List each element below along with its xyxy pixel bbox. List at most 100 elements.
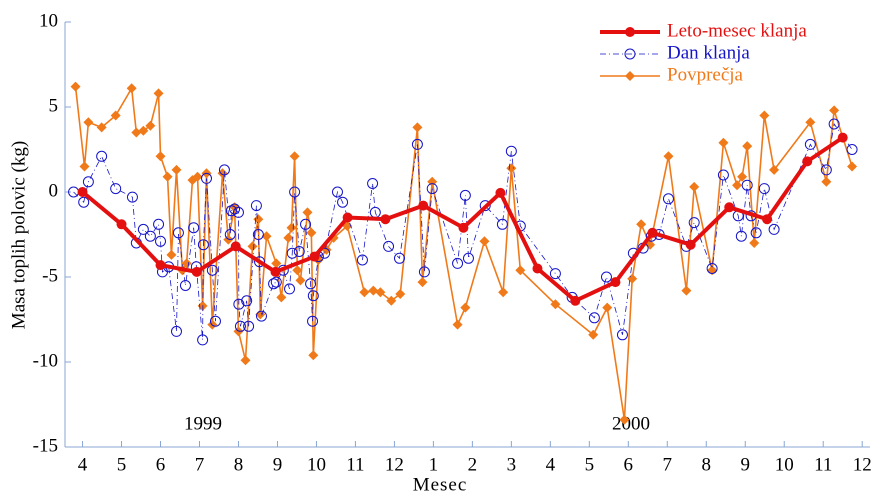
point	[308, 350, 319, 361]
point	[356, 254, 368, 266]
point	[253, 214, 264, 225]
point	[588, 329, 599, 340]
point	[255, 310, 267, 322]
x-tick-label: 6	[156, 454, 166, 475]
point	[331, 186, 343, 198]
point	[153, 88, 164, 99]
point	[662, 193, 674, 205]
point	[155, 151, 166, 162]
point	[619, 414, 630, 425]
point	[627, 273, 638, 284]
point	[247, 241, 258, 252]
point	[172, 227, 184, 239]
point	[750, 227, 762, 239]
x-tick-label: 10	[307, 454, 326, 475]
point	[837, 132, 848, 143]
point	[270, 276, 282, 288]
point	[737, 171, 748, 182]
point	[77, 187, 88, 197]
point	[459, 189, 471, 201]
point	[804, 138, 816, 150]
point	[270, 266, 281, 277]
y-tick-label: -15	[33, 435, 58, 456]
point	[230, 241, 241, 252]
point	[496, 218, 508, 230]
point	[805, 117, 816, 128]
point	[137, 223, 149, 235]
point	[284, 283, 296, 295]
point	[144, 230, 156, 242]
point	[735, 230, 747, 242]
point	[383, 240, 395, 252]
point	[718, 137, 729, 148]
point	[305, 278, 317, 290]
point	[79, 161, 90, 172]
point	[479, 236, 490, 247]
point	[300, 218, 312, 230]
point	[802, 156, 813, 167]
point	[261, 231, 272, 242]
point	[495, 187, 506, 198]
point	[209, 315, 221, 327]
point	[232, 206, 244, 218]
point	[717, 169, 729, 181]
x-tick-label: 11	[346, 454, 364, 475]
point	[153, 218, 165, 230]
point	[505, 145, 517, 157]
point	[171, 164, 182, 175]
point	[828, 118, 840, 130]
point	[600, 271, 612, 283]
point	[821, 176, 832, 187]
point	[689, 181, 700, 192]
legend-label: Dan klanja	[667, 42, 750, 63]
point	[170, 325, 182, 337]
x-tick-label: 7	[663, 454, 673, 475]
legend-marker	[625, 27, 635, 37]
point	[243, 320, 255, 332]
point	[742, 141, 753, 152]
point	[131, 127, 142, 138]
point	[368, 285, 379, 296]
point	[293, 246, 305, 257]
x-tick-label: 5	[117, 454, 127, 475]
point	[283, 232, 294, 243]
point	[829, 105, 840, 116]
year-label: 2000	[612, 413, 650, 434]
point	[302, 207, 313, 218]
x-axis-label: Mesec	[413, 474, 468, 495]
point	[295, 275, 306, 286]
x-tick-label: 5	[585, 454, 595, 475]
point	[515, 265, 526, 276]
point	[188, 222, 200, 234]
x-tick-label: 4	[546, 454, 556, 475]
y-tick-label: -5	[42, 265, 58, 286]
point	[250, 200, 262, 212]
point	[602, 302, 613, 313]
point	[741, 179, 753, 191]
point	[82, 176, 94, 188]
point	[286, 222, 297, 233]
point	[126, 191, 138, 203]
point	[417, 277, 428, 288]
point	[647, 227, 658, 238]
point	[234, 320, 246, 332]
x-tick-label: 12	[385, 454, 404, 475]
year-label: 1999	[184, 413, 222, 434]
point	[289, 151, 300, 162]
y-tick-label: -10	[33, 350, 58, 371]
x-tick-label: 7	[195, 454, 205, 475]
x-tick-label: 11	[814, 454, 832, 475]
legend-marker	[624, 48, 636, 60]
point	[768, 223, 780, 235]
point	[224, 229, 236, 240]
x-tick-label: 9	[741, 454, 751, 475]
point	[749, 238, 760, 248]
point	[458, 222, 469, 233]
point	[162, 171, 173, 182]
point	[70, 81, 81, 92]
point	[426, 183, 438, 195]
point	[759, 110, 770, 121]
point	[268, 278, 280, 290]
point	[549, 268, 561, 280]
point	[732, 180, 743, 191]
